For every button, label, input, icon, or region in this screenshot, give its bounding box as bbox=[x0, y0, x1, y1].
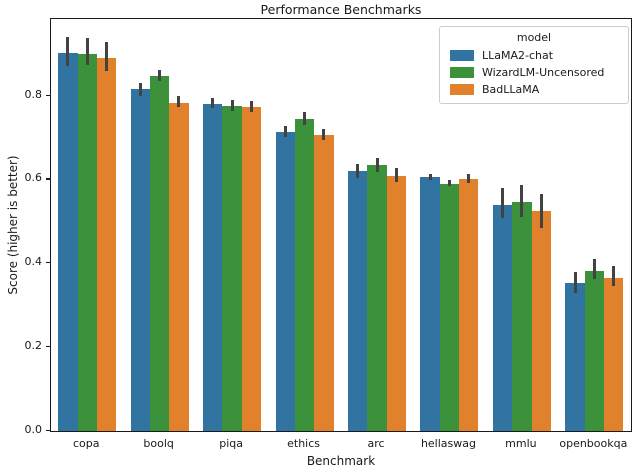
error-bar-wizardlm-uncensored-openbookqa bbox=[592, 258, 596, 280]
error-bar-llama2-chat-copa bbox=[66, 37, 70, 66]
bar-wizardlm-uncensored-copa bbox=[77, 54, 97, 431]
bar-wizardlm-uncensored-ethics bbox=[294, 119, 315, 431]
y-tick-label-0-2: 0.2 bbox=[24, 338, 43, 352]
plot-area: model LLaMA2-chat WizardLM-Uncensored BadL… bbox=[50, 18, 632, 432]
x-tick-label-ethics: ethics bbox=[287, 437, 320, 450]
error-bar-llama2-chat-openbookqa bbox=[573, 272, 577, 293]
error-bar-badllama-copa bbox=[105, 42, 109, 71]
bar-wizardlm-uncensored-hellaswag bbox=[439, 183, 460, 431]
bar-llama2-chat-mmlu bbox=[492, 205, 513, 431]
y-tick-label-0-4: 0.4 bbox=[24, 255, 43, 269]
error-bar-wizardlm-uncensored-piqa bbox=[230, 100, 234, 111]
bar-llama2-chat-ethics bbox=[275, 132, 295, 431]
error-bar-badllama-arc bbox=[394, 168, 398, 183]
bar-llama2-chat-openbookqa bbox=[565, 283, 585, 431]
y-tick-label-0-8: 0.8 bbox=[24, 87, 43, 101]
error-bar-wizardlm-uncensored-ethics bbox=[303, 112, 307, 125]
bar-badllama-mmlu bbox=[531, 211, 551, 431]
error-bar-llama2-chat-piqa bbox=[211, 98, 215, 109]
legend-swatch-badllama bbox=[450, 84, 474, 95]
bar-llama2-chat-boolq bbox=[130, 89, 150, 431]
bars-layer bbox=[51, 19, 631, 431]
y-tick-mark bbox=[46, 178, 50, 180]
error-bar-wizardlm-uncensored-arc bbox=[375, 158, 379, 173]
y-tick-mark bbox=[46, 262, 50, 264]
y-tick-mark bbox=[46, 94, 50, 96]
legend-entries: LLaMA2-chat WizardLM-Uncensored BadLLaMA bbox=[446, 47, 622, 98]
x-tick-label-boolq: boolq bbox=[143, 437, 174, 450]
y-tick-label-0-6: 0.6 bbox=[24, 171, 43, 185]
error-bar-badllama-ethics bbox=[322, 128, 326, 141]
error-bar-badllama-openbookqa bbox=[612, 265, 616, 287]
bar-wizardlm-uncensored-boolq bbox=[150, 76, 170, 431]
error-bar-llama2-chat-hellaswag bbox=[428, 173, 432, 181]
legend-entry-badllama: BadLLaMA bbox=[446, 81, 622, 98]
legend-entry-wizardlm-uncensored: WizardLM-Uncensored bbox=[446, 64, 622, 81]
bar-badllama-piqa bbox=[241, 106, 262, 431]
bar-badllama-openbookqa bbox=[604, 278, 624, 431]
error-bar-wizardlm-uncensored-copa bbox=[85, 37, 89, 66]
error-bar-llama2-chat-ethics bbox=[283, 126, 287, 138]
bar-badllama-boolq bbox=[169, 102, 189, 431]
x-axis-label: Benchmark bbox=[306, 454, 376, 468]
y-tick-label-0-0: 0.0 bbox=[24, 422, 43, 436]
bar-llama2-chat-arc bbox=[348, 171, 368, 431]
y-tick-mark bbox=[46, 429, 50, 431]
legend-swatch-wizardlm-uncensored bbox=[450, 67, 474, 78]
bar-wizardlm-uncensored-mmlu bbox=[512, 201, 532, 431]
x-tick-label-copa: copa bbox=[72, 437, 100, 450]
legend-entry-llama2-chat: LLaMA2-chat bbox=[446, 47, 622, 64]
legend-title: model bbox=[516, 31, 552, 44]
bar-badllama-arc bbox=[386, 176, 406, 431]
error-bar-llama2-chat-boolq bbox=[138, 83, 142, 96]
legend-label-llama2-chat: LLaMA2-chat bbox=[482, 49, 554, 62]
legend: model LLaMA2-chat WizardLM-Uncensored BadL… bbox=[439, 26, 629, 104]
x-tick-label-arc: arc bbox=[367, 437, 385, 450]
error-bar-llama2-chat-mmlu bbox=[501, 187, 505, 219]
legend-swatch-llama2-chat bbox=[450, 50, 474, 61]
error-bar-wizardlm-uncensored-boolq bbox=[158, 70, 162, 82]
error-bar-badllama-mmlu bbox=[539, 194, 543, 228]
bar-llama2-chat-copa bbox=[58, 52, 78, 431]
x-tick-label-mmlu: mmlu bbox=[505, 437, 537, 450]
error-bar-llama2-chat-arc bbox=[356, 164, 360, 178]
y-tick-mark bbox=[46, 345, 50, 348]
legend-label-wizardlm-uncensored: WizardLM-Uncensored bbox=[482, 66, 605, 79]
bar-llama2-chat-hellaswag bbox=[420, 177, 440, 431]
bar-wizardlm-uncensored-piqa bbox=[222, 106, 242, 431]
error-bar-badllama-piqa bbox=[249, 101, 253, 112]
x-tick-label-openbookqa: openbookqa bbox=[559, 437, 628, 450]
bar-wizardlm-uncensored-openbookqa bbox=[584, 270, 605, 431]
legend-label-badllama: BadLLaMA bbox=[482, 83, 540, 96]
bar-llama2-chat-piqa bbox=[203, 103, 223, 431]
bar-wizardlm-uncensored-arc bbox=[367, 165, 387, 431]
bar-badllama-ethics bbox=[314, 134, 334, 431]
chart-title: Performance Benchmarks bbox=[260, 2, 422, 17]
error-bar-wizardlm-uncensored-mmlu bbox=[520, 185, 524, 217]
error-bar-badllama-boolq bbox=[177, 95, 181, 108]
x-tick-label-hellaswag: hellaswag bbox=[420, 437, 476, 450]
bar-badllama-copa bbox=[96, 57, 117, 431]
bar-badllama-hellaswag bbox=[459, 178, 479, 431]
error-bar-wizardlm-uncensored-hellaswag bbox=[447, 179, 451, 187]
error-bar-badllama-hellaswag bbox=[467, 174, 471, 183]
x-tick-label-piqa: piqa bbox=[219, 437, 243, 450]
